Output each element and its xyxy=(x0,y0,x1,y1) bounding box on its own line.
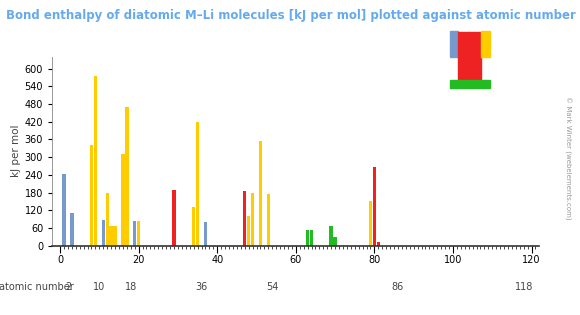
Text: 118: 118 xyxy=(514,282,533,292)
Bar xyxy=(114,226,117,246)
Text: atomic number: atomic number xyxy=(0,282,74,292)
Bar xyxy=(106,192,109,246)
Bar xyxy=(137,221,140,246)
Text: 18: 18 xyxy=(125,282,137,292)
Bar xyxy=(247,216,251,246)
Text: © Mark Winter (webelements.com): © Mark Winter (webelements.com) xyxy=(564,96,571,219)
Bar xyxy=(125,107,129,246)
Bar xyxy=(310,230,313,246)
Bar xyxy=(334,237,337,246)
Bar xyxy=(70,213,74,246)
Text: 2: 2 xyxy=(65,282,71,292)
Bar xyxy=(458,32,481,80)
Y-axis label: kJ per mol: kJ per mol xyxy=(10,125,20,177)
Text: 54: 54 xyxy=(266,282,278,292)
Bar xyxy=(192,207,195,246)
Text: 36: 36 xyxy=(195,282,208,292)
Bar xyxy=(110,226,113,246)
Bar xyxy=(172,190,176,246)
Text: 86: 86 xyxy=(392,282,404,292)
Text: Bond enthalpy of diatomic M–Li molecules [kJ per mol] plotted against atomic num: Bond enthalpy of diatomic M–Li molecules… xyxy=(6,9,576,22)
Bar xyxy=(481,32,490,57)
Bar xyxy=(196,122,200,246)
Bar xyxy=(369,201,372,246)
Text: 10: 10 xyxy=(93,282,106,292)
Bar xyxy=(329,226,333,246)
Bar xyxy=(373,167,376,246)
Bar xyxy=(102,220,105,246)
Bar xyxy=(121,154,125,246)
Bar xyxy=(204,222,207,246)
Bar xyxy=(450,80,490,88)
Bar xyxy=(243,191,246,246)
Bar xyxy=(306,230,309,246)
Bar xyxy=(133,221,136,246)
Bar xyxy=(376,242,380,246)
Bar xyxy=(94,77,97,246)
Bar xyxy=(267,194,270,246)
Bar xyxy=(90,145,93,246)
Bar xyxy=(450,32,458,57)
Bar xyxy=(251,192,254,246)
Bar xyxy=(62,174,66,246)
Bar xyxy=(259,141,262,246)
